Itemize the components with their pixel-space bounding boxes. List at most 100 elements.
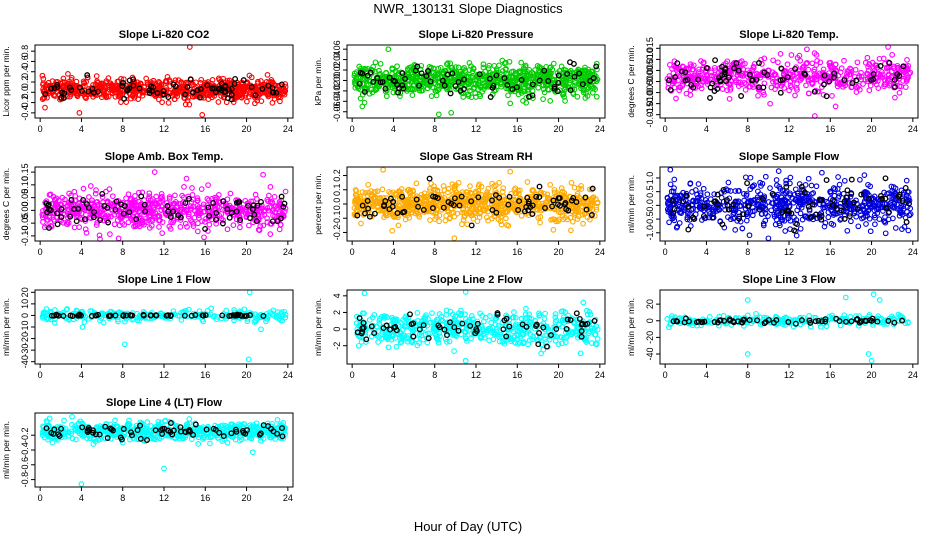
data-point — [178, 317, 185, 323]
data-point — [781, 70, 787, 77]
series-points — [664, 166, 914, 242]
data-point — [558, 80, 565, 87]
overlay-point — [536, 183, 543, 190]
overlay-point — [735, 67, 742, 74]
overlay-point — [194, 87, 201, 94]
overlay-point — [848, 176, 855, 183]
overlay-point — [744, 180, 751, 187]
data-point — [880, 55, 887, 62]
data-point — [876, 216, 883, 222]
overlay-point — [903, 219, 910, 226]
data-point — [698, 85, 705, 92]
data-point — [39, 72, 46, 79]
x-tick-label: 16 — [825, 124, 835, 134]
data-point — [787, 174, 794, 181]
y-tick-label: 0.6 — [20, 55, 30, 68]
overlay-point — [778, 65, 785, 72]
data-point — [865, 67, 872, 74]
data-point — [269, 79, 276, 86]
x-tick-label: 4 — [704, 124, 709, 134]
overlay-point — [226, 214, 233, 221]
overlay-point — [84, 72, 91, 79]
data-point — [242, 92, 249, 99]
data-point — [39, 214, 46, 221]
data-point — [505, 92, 511, 99]
overlay-point — [273, 89, 280, 96]
data-point — [107, 231, 113, 237]
data-point — [158, 81, 165, 87]
data-point — [88, 197, 95, 204]
overlay-point — [733, 60, 740, 67]
overlay-point — [461, 76, 467, 83]
overlay-point — [259, 85, 266, 92]
overlay-point — [364, 72, 371, 79]
data-point — [64, 93, 70, 100]
data-point — [139, 89, 146, 96]
data-point — [522, 64, 529, 70]
x-tick-label: 0 — [350, 124, 355, 134]
data-point — [666, 219, 672, 226]
x-tick-label: 16 — [825, 247, 835, 257]
data-point — [173, 90, 179, 97]
data-point — [871, 67, 878, 74]
data-point — [266, 192, 272, 199]
overlay-point — [820, 81, 827, 88]
y-tick-label: 0.15 — [20, 163, 30, 181]
overlay-point — [416, 82, 423, 89]
data-point — [809, 60, 816, 67]
data-point — [704, 191, 711, 198]
data-point — [794, 87, 800, 93]
overlay-point — [590, 75, 597, 81]
overlay-point — [688, 82, 695, 88]
overlay-point — [278, 81, 285, 88]
data-point — [111, 221, 118, 228]
data-point — [42, 104, 48, 111]
data-point — [183, 175, 190, 182]
overlay-point — [493, 72, 500, 79]
data-point — [164, 74, 171, 80]
overlay-point — [489, 84, 496, 91]
data-point — [695, 69, 702, 76]
data-point — [427, 217, 433, 223]
series-points — [664, 44, 914, 119]
data-point — [814, 88, 821, 95]
data-point — [379, 186, 386, 193]
x-tick-label: 4 — [79, 124, 84, 134]
data-point — [820, 92, 827, 98]
data-point — [227, 190, 234, 197]
data-point — [393, 69, 400, 76]
data-point — [841, 177, 848, 184]
overlay-point — [390, 77, 397, 84]
overlay-point — [197, 86, 204, 93]
data-point — [550, 227, 557, 233]
data-point — [761, 91, 767, 98]
y-tick-label: -0.2 — [332, 225, 342, 241]
data-point — [179, 192, 185, 199]
data-point — [835, 174, 841, 180]
overlay-point — [204, 82, 211, 89]
data-point — [357, 95, 364, 102]
data-point — [547, 74, 554, 80]
data-point — [550, 60, 557, 67]
data-point — [163, 79, 170, 85]
data-point — [700, 185, 707, 192]
data-point — [846, 71, 853, 78]
data-point — [420, 79, 426, 85]
overlay-point — [891, 76, 898, 83]
data-point — [93, 73, 100, 79]
x-tick-label: 8 — [745, 247, 750, 257]
panel-y-axis-label: ml/min per min. — [1, 298, 11, 356]
overlay-point — [160, 88, 167, 95]
data-point — [524, 69, 531, 75]
overlay-point — [536, 77, 543, 84]
data-point — [768, 84, 775, 91]
panel-title: Slope Li-820 Temp. — [739, 29, 838, 41]
data-point — [480, 61, 487, 68]
y-tick-label: -0.5 — [645, 211, 655, 227]
figure-x-axis-label: Hour of Day (UTC) — [414, 519, 522, 534]
data-point — [788, 52, 795, 58]
data-point — [181, 94, 187, 101]
data-point — [172, 87, 179, 94]
data-point — [759, 61, 765, 67]
data-point — [203, 91, 210, 98]
